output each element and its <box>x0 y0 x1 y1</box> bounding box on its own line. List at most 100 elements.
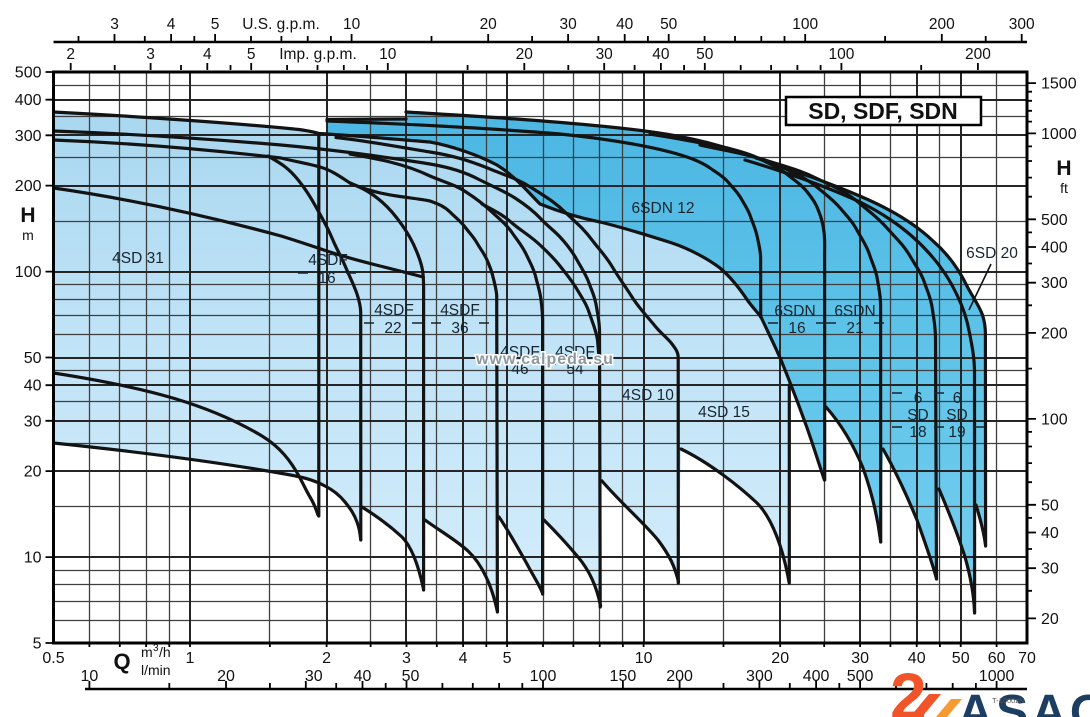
svg-text:40: 40 <box>24 378 42 395</box>
svg-text:5: 5 <box>211 16 220 33</box>
svg-text:0.5: 0.5 <box>42 650 64 667</box>
svg-text:SD: SD <box>907 407 929 424</box>
svg-text:70: 70 <box>1018 650 1036 667</box>
svg-text:1500: 1500 <box>1041 76 1077 93</box>
svg-text:50: 50 <box>952 650 970 667</box>
svg-text:21: 21 <box>846 320 863 337</box>
svg-text:m: m <box>141 644 153 660</box>
svg-text:40: 40 <box>1041 525 1059 542</box>
svg-text:10: 10 <box>635 650 653 667</box>
svg-text:3: 3 <box>110 16 119 33</box>
svg-text:4SDF: 4SDF <box>440 302 480 319</box>
svg-text:SD, SDF, SDN: SD, SDF, SDN <box>808 98 958 124</box>
svg-text:300: 300 <box>15 128 42 145</box>
svg-text:500: 500 <box>847 668 874 685</box>
svg-text:H: H <box>1056 157 1071 180</box>
svg-text:200: 200 <box>965 46 991 63</box>
svg-text:4SDF: 4SDF <box>555 344 595 361</box>
svg-text:200: 200 <box>15 178 42 195</box>
svg-text:1000: 1000 <box>1041 126 1077 143</box>
svg-text:SD: SD <box>946 407 968 424</box>
svg-text:ASAO: ASAO <box>958 686 1090 717</box>
svg-text:3: 3 <box>153 643 159 654</box>
svg-text:Imp. g.p.m.: Imp. g.p.m. <box>279 46 357 63</box>
svg-text:100: 100 <box>530 668 557 685</box>
svg-text:50: 50 <box>1041 497 1059 514</box>
svg-text:2: 2 <box>322 650 331 667</box>
svg-text:50: 50 <box>402 668 420 685</box>
svg-text:30: 30 <box>559 16 577 33</box>
svg-text:4SDF: 4SDF <box>374 302 414 319</box>
svg-text:T-1000zN: T-1000zN <box>992 696 1025 705</box>
svg-text:1000: 1000 <box>979 668 1015 685</box>
svg-text:l/min: l/min <box>141 662 171 678</box>
svg-text:4: 4 <box>459 650 468 667</box>
svg-text:30: 30 <box>24 413 42 430</box>
svg-text:20: 20 <box>480 16 498 33</box>
svg-text:100: 100 <box>792 16 818 33</box>
svg-text:40: 40 <box>616 16 634 33</box>
svg-text:4SD 31: 4SD 31 <box>112 250 164 267</box>
svg-text:30: 30 <box>1041 561 1059 578</box>
svg-text:30: 30 <box>596 46 614 63</box>
svg-text:10: 10 <box>24 550 42 567</box>
svg-text:Q: Q <box>113 649 130 674</box>
svg-text:16: 16 <box>788 320 805 337</box>
svg-text:40: 40 <box>354 668 372 685</box>
svg-text:4SD 15: 4SD 15 <box>698 404 750 421</box>
svg-text:100: 100 <box>1041 411 1068 428</box>
svg-text:m: m <box>22 227 34 243</box>
svg-text:30: 30 <box>305 668 323 685</box>
svg-text:500: 500 <box>15 65 42 82</box>
svg-text:46: 46 <box>511 361 528 378</box>
svg-text:5: 5 <box>503 650 512 667</box>
svg-text:www.calpeda.su: www.calpeda.su <box>475 351 614 368</box>
svg-text:6: 6 <box>953 390 962 407</box>
svg-text:200: 200 <box>666 668 693 685</box>
svg-text:36: 36 <box>451 320 468 337</box>
svg-text:300: 300 <box>1009 16 1035 33</box>
svg-text:1: 1 <box>186 650 195 667</box>
svg-text:40: 40 <box>908 650 926 667</box>
svg-text:20: 20 <box>217 668 235 685</box>
svg-text:10: 10 <box>343 16 361 33</box>
svg-text:16: 16 <box>318 270 335 287</box>
svg-text:4SD 10: 4SD 10 <box>622 387 674 404</box>
svg-text:6SDN 12: 6SDN 12 <box>632 200 695 217</box>
svg-text:100: 100 <box>15 264 42 281</box>
svg-text:4SDF: 4SDF <box>308 252 348 269</box>
svg-text:20: 20 <box>516 46 534 63</box>
svg-text:400: 400 <box>803 668 830 685</box>
svg-text:54: 54 <box>566 361 584 378</box>
svg-text:/h: /h <box>159 644 171 660</box>
svg-text:3: 3 <box>146 46 155 63</box>
svg-text:200: 200 <box>929 16 955 33</box>
svg-text:60: 60 <box>988 650 1006 667</box>
svg-text:4: 4 <box>167 16 176 33</box>
svg-text:18: 18 <box>909 424 926 441</box>
svg-text:H: H <box>20 204 35 227</box>
svg-text:20: 20 <box>1041 611 1059 628</box>
svg-text:50: 50 <box>660 16 678 33</box>
svg-text:20: 20 <box>771 650 789 667</box>
svg-text:150: 150 <box>610 668 637 685</box>
svg-text:10: 10 <box>81 668 99 685</box>
svg-text:300: 300 <box>746 668 773 685</box>
svg-text:6SDN: 6SDN <box>834 303 875 320</box>
svg-text:5: 5 <box>247 46 256 63</box>
svg-text:6: 6 <box>914 390 923 407</box>
svg-text:10: 10 <box>379 46 397 63</box>
svg-text:5: 5 <box>33 636 42 653</box>
svg-text:100: 100 <box>828 46 854 63</box>
svg-text:U.S. g.p.m.: U.S. g.p.m. <box>242 16 320 33</box>
svg-text:30: 30 <box>851 650 869 667</box>
svg-text:400: 400 <box>15 92 42 109</box>
svg-text:19: 19 <box>948 424 965 441</box>
svg-text:40: 40 <box>652 46 670 63</box>
svg-text:50: 50 <box>696 46 714 63</box>
svg-text:4: 4 <box>203 46 212 63</box>
svg-text:500: 500 <box>1041 212 1068 229</box>
svg-text:2: 2 <box>66 46 75 63</box>
svg-text:22: 22 <box>384 320 401 337</box>
svg-text:400: 400 <box>1041 240 1068 257</box>
